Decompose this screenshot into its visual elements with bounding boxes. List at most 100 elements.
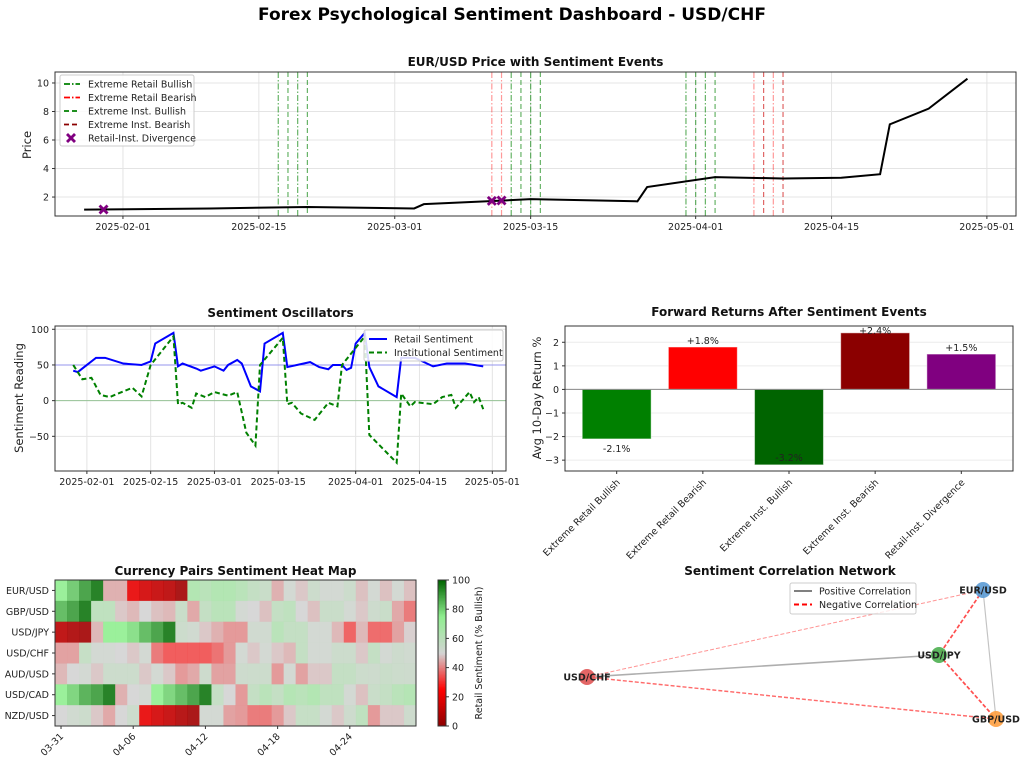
chart-title: Currency Pairs Sentiment Heat Map — [115, 564, 357, 578]
heatmap-cell — [79, 705, 92, 727]
colorbar-segment — [438, 650, 446, 652]
positive-correlation-edge — [982, 589, 997, 720]
chart-title: EUR/USD Price with Sentiment Events — [408, 55, 664, 69]
heatmap-cell — [55, 600, 68, 623]
bar — [926, 353, 997, 390]
colorbar-segment — [438, 593, 446, 595]
heatmap-cell — [175, 580, 188, 602]
heatmap-cell — [79, 600, 92, 623]
sentiment-heatmap: Currency Pairs Sentiment Heat Map EUR/USD… — [5, 564, 485, 759]
heatmap-cell — [379, 705, 393, 727]
colorbar-segment — [438, 639, 446, 642]
heatmap-cell — [103, 621, 116, 643]
y-tick-label: 1 — [553, 361, 559, 372]
heatmap-cell — [355, 621, 369, 643]
bar-data-label: +1.5% — [945, 343, 977, 354]
heatmap-cell — [187, 580, 200, 602]
node-label: EUR/USD — [959, 586, 1007, 597]
bar-data-label: -3.2% — [775, 453, 803, 464]
y-tick-label: −50 — [29, 432, 49, 443]
heatmap-cell — [127, 600, 140, 623]
colorbar-segment — [438, 709, 446, 712]
network-node — [579, 669, 595, 685]
heatmap-cell — [211, 580, 224, 602]
bar-data-label: +1.8% — [687, 336, 719, 347]
heatmap-cell — [367, 580, 381, 602]
heatmap-cell — [211, 663, 224, 685]
x-tick-label: 2025-03-01 — [367, 222, 422, 233]
colorbar-segment — [438, 610, 446, 613]
colorbar-segment — [438, 653, 446, 655]
heatmap-cell — [247, 684, 260, 706]
heatmap-cell — [55, 642, 68, 664]
colorbar-segment — [438, 708, 446, 711]
heatmap-cell — [199, 642, 212, 664]
colorbar-segment — [438, 685, 446, 687]
bar-data-label: -2.1% — [603, 444, 631, 455]
x-tick-label: 03-31 — [39, 731, 66, 758]
legend-box — [59, 74, 195, 147]
x-tick-label: 04-18 — [255, 731, 282, 758]
heatmap-cell — [403, 600, 417, 623]
heatmap-cell — [391, 621, 405, 643]
heatmap-cell — [151, 600, 164, 623]
heatmap-cell — [163, 621, 176, 643]
colorbar-segment — [438, 720, 446, 723]
heatmap-cell — [403, 642, 417, 664]
heatmap-cell — [331, 684, 345, 706]
heatmap-cell — [271, 684, 284, 706]
negative-correlation-edge — [938, 654, 997, 720]
y-tick-label: 100 — [31, 325, 49, 336]
heatmap-cell — [259, 600, 272, 623]
colorbar-segment — [438, 682, 446, 685]
heatmap-cell — [187, 621, 200, 643]
correlation-network: Sentiment Correlation Network EUR/USD USD/… — [563, 564, 1020, 727]
colorbar-segment — [438, 609, 446, 612]
retail-sentiment-line — [72, 330, 484, 399]
bar — [667, 346, 738, 390]
heatmap-cell — [307, 705, 321, 727]
heatmap-cell — [259, 705, 272, 727]
colorbar-segment — [438, 695, 446, 698]
colorbar-segment — [438, 597, 446, 600]
heatmap-cell — [175, 684, 188, 706]
heatmap-cell — [271, 642, 284, 664]
heatmap-cell — [91, 705, 104, 727]
heatmap-cell — [175, 663, 188, 685]
heatmap-cell — [331, 642, 345, 664]
heatmap-cell — [199, 580, 212, 602]
colorbar-segment — [438, 698, 446, 701]
heatmap-cell — [187, 684, 200, 706]
x-tick-label: 2025-04-15 — [392, 477, 447, 488]
heatmap-cell — [151, 642, 164, 664]
heatmap-cell — [235, 580, 248, 602]
heatmap-cell — [295, 684, 308, 706]
heatmap-cell — [307, 663, 321, 685]
legend-label: Retail Sentiment — [394, 335, 473, 346]
heatmap-cell — [199, 663, 212, 685]
bar-data-label: +2.4% — [859, 326, 891, 337]
heatmap-cell — [139, 705, 152, 727]
heatmap-cell — [127, 642, 140, 664]
heatmap-cell — [67, 600, 80, 623]
colorbar-segment — [438, 598, 446, 601]
x-tick-label: Extreme Retail Bullish — [541, 477, 623, 559]
colorbar-segment — [438, 645, 446, 648]
y-tick-label: 0 — [553, 385, 559, 396]
colorbar-segment — [438, 585, 446, 588]
x-tick-label: 2025-03-15 — [503, 222, 558, 233]
dashboard-title: Forex Psychological Sentiment Dashboard … — [258, 5, 766, 25]
x-tick-label: Retail-Inst. Divergence — [883, 477, 967, 561]
colorbar-segment — [438, 679, 446, 682]
heatmap-cell — [127, 663, 140, 685]
x-tick-label: 2025-02-01 — [59, 477, 114, 488]
heatmap-cell — [211, 642, 224, 664]
heatmap-cell — [271, 600, 284, 623]
negative-correlation-edge — [938, 589, 984, 656]
colorbar-segment — [438, 718, 446, 721]
heatmap-cell — [199, 621, 212, 643]
heatmap-cell — [211, 621, 224, 643]
heatmap-cell — [67, 642, 80, 664]
colorbar-segment — [438, 658, 446, 661]
